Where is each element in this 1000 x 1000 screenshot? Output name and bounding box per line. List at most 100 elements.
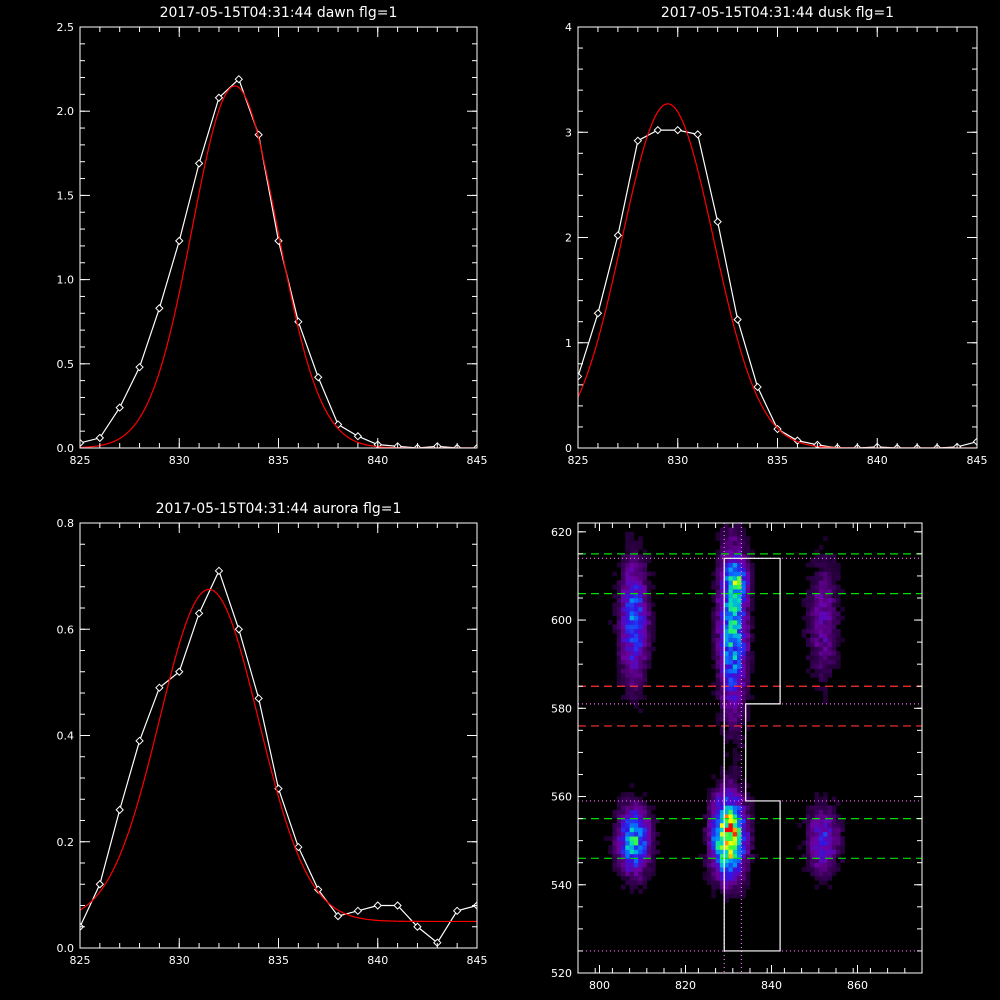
heatmap-cell [737,562,742,568]
heatmap-cell [805,624,811,630]
heatmap-cell [711,584,716,590]
heatmap-cell [732,646,738,652]
heatmap-cell [625,792,630,797]
heatmap-cell [724,575,729,581]
heatmap-cell [831,624,837,630]
heatmap-cell [724,845,729,850]
heatmap-cell [719,884,725,890]
heatmap-cell [711,774,716,780]
heatmap-cell [707,853,712,859]
measured-point [214,566,224,576]
heatmap-cell [629,602,635,608]
heatmap-cell [612,606,617,612]
heatmap-cell [732,681,738,687]
heatmap-cell [629,650,635,656]
heatmap-cell [737,721,742,727]
heatmap-cell [633,703,639,709]
heatmap-cell [818,624,824,630]
heatmap-cell [810,575,815,581]
heatmap-cell [831,646,837,652]
heatmap-cell [633,540,639,546]
x-tick-label: 840 [867,454,888,467]
heatmap-cell [642,646,648,652]
heatmap-cell [715,884,721,890]
heatmap-cell [642,615,648,621]
heatmap-cell [625,664,630,669]
heatmap-cell [629,642,635,647]
heatmap-cell [750,571,755,577]
heatmap-cell [651,628,656,634]
heatmap-cell [745,796,751,802]
heatmap-cell [629,655,635,661]
heatmap-cell [827,659,832,665]
heatmap-cell [836,831,841,837]
heatmap-cell [621,871,626,877]
heatmap-cell [823,611,828,616]
heatmap-cell [732,853,738,859]
heatmap-cell [728,796,734,802]
heatmap-cell [814,558,820,564]
heatmap-cell [745,695,751,700]
heatmap-cell [616,805,622,811]
heatmap-cell [836,589,841,594]
measured-point [593,309,603,318]
measured-point [135,362,144,372]
heatmap-cell [732,893,738,899]
heatmap-cell [621,567,626,572]
heatmap-cell [638,677,643,683]
heatmap-cell [642,575,648,581]
heatmap-cell [719,699,725,705]
heatmap-cell [707,805,712,811]
heatmap-cell [724,655,729,661]
heatmap-cell [719,659,725,665]
heatmap-cell [754,853,759,859]
heatmap-cell [728,668,734,674]
heatmap-cell [732,774,738,780]
heatmap-cell [642,880,648,886]
heatmap-cell [724,620,729,625]
heatmap-cell [629,558,635,564]
heatmap-cell [629,536,635,541]
heatmap-cell [715,792,721,797]
heatmap-cell [818,814,824,819]
heatmap-cell [707,800,712,806]
heatmap-cell [715,827,721,833]
heatmap-cell [616,849,622,855]
heatmap-cell [711,650,716,656]
heatmap-cell [741,646,746,652]
heatmap-cell [711,642,716,647]
heatmap-cell [728,884,734,890]
heatmap-cell [728,611,734,616]
heatmap-cell [629,549,635,555]
x-tick-label: 840 [367,954,388,967]
heatmap-cell [728,858,734,864]
measured-point [95,433,105,443]
heatmap-cell [831,827,837,833]
heatmap-cell [827,655,832,661]
heatmap-cell [616,809,622,815]
heatmap-cell [625,571,630,577]
heatmap-cell [633,589,639,594]
y-tick-label: 1.5 [57,189,75,202]
heatmap-cell [840,827,845,833]
heatmap-cell [715,628,721,634]
heatmap-cell [651,849,656,855]
heatmap-cell [750,575,755,581]
heatmap-cell [823,686,828,691]
heatmap-cell [612,571,617,577]
heatmap-cell [814,615,820,621]
heatmap-cell [711,809,716,815]
heatmap-cell [629,673,635,678]
measured-point [175,236,184,246]
heatmap-cell [831,655,837,661]
heatmap-cell [823,615,828,621]
heatmap-cell [612,849,617,855]
heatmap-cell [818,827,824,833]
heatmap-cell [732,875,738,881]
heatmap-cell [810,655,815,661]
heatmap-cell [629,584,635,590]
heatmap-cell [805,858,811,864]
heatmap-cell [732,558,738,564]
heatmap-cell [823,580,828,586]
heatmap-cell [741,712,746,718]
